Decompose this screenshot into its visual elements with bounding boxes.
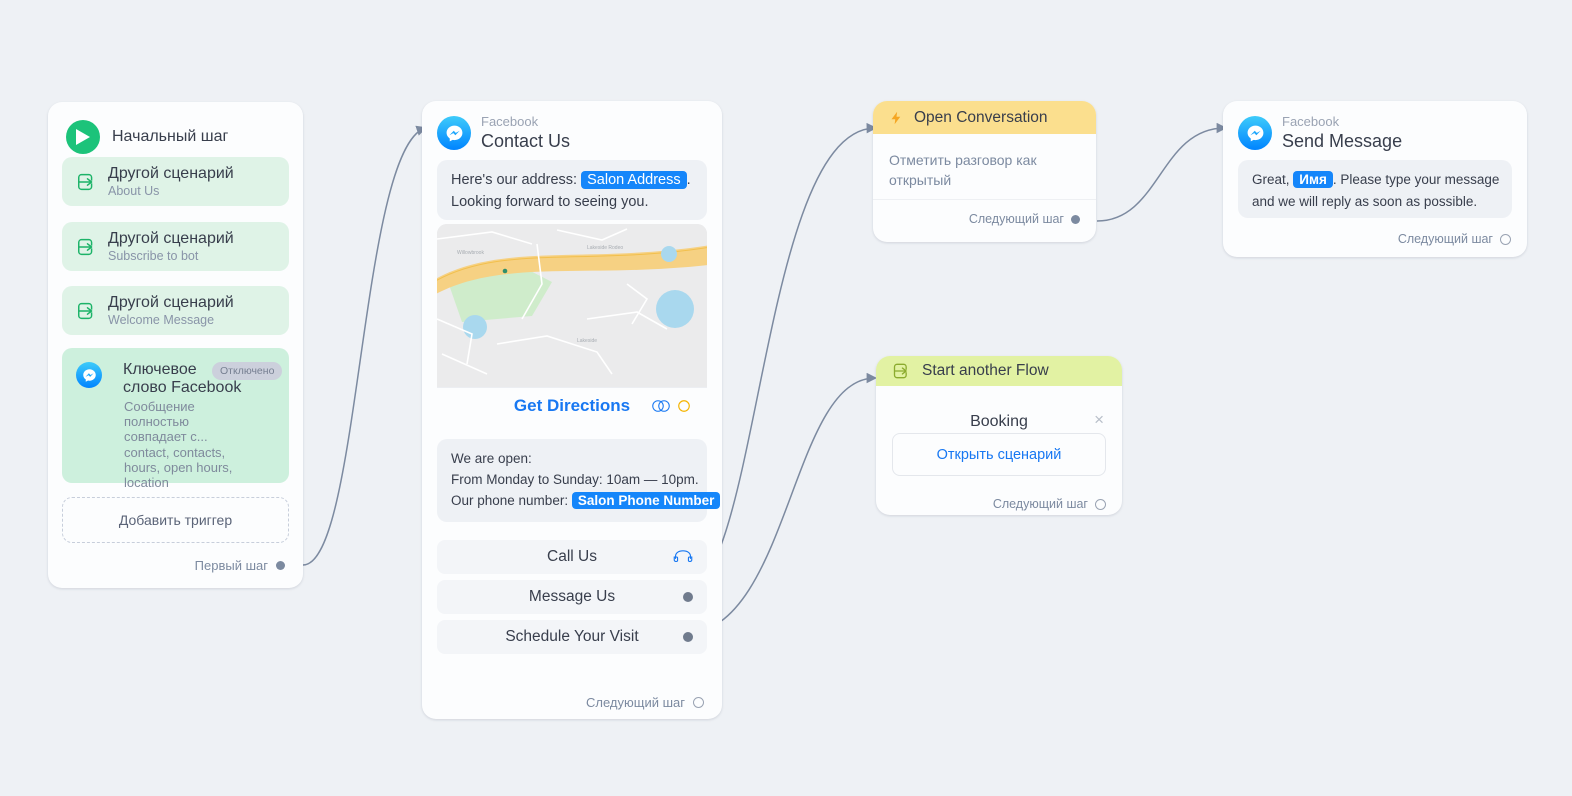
svg-text:Lakeside Rodeo: Lakeside Rodeo <box>587 245 623 251</box>
svg-text:Willowbrook: Willowbrook <box>457 250 484 256</box>
svg-text:Lakeside: Lakeside <box>577 338 597 344</box>
